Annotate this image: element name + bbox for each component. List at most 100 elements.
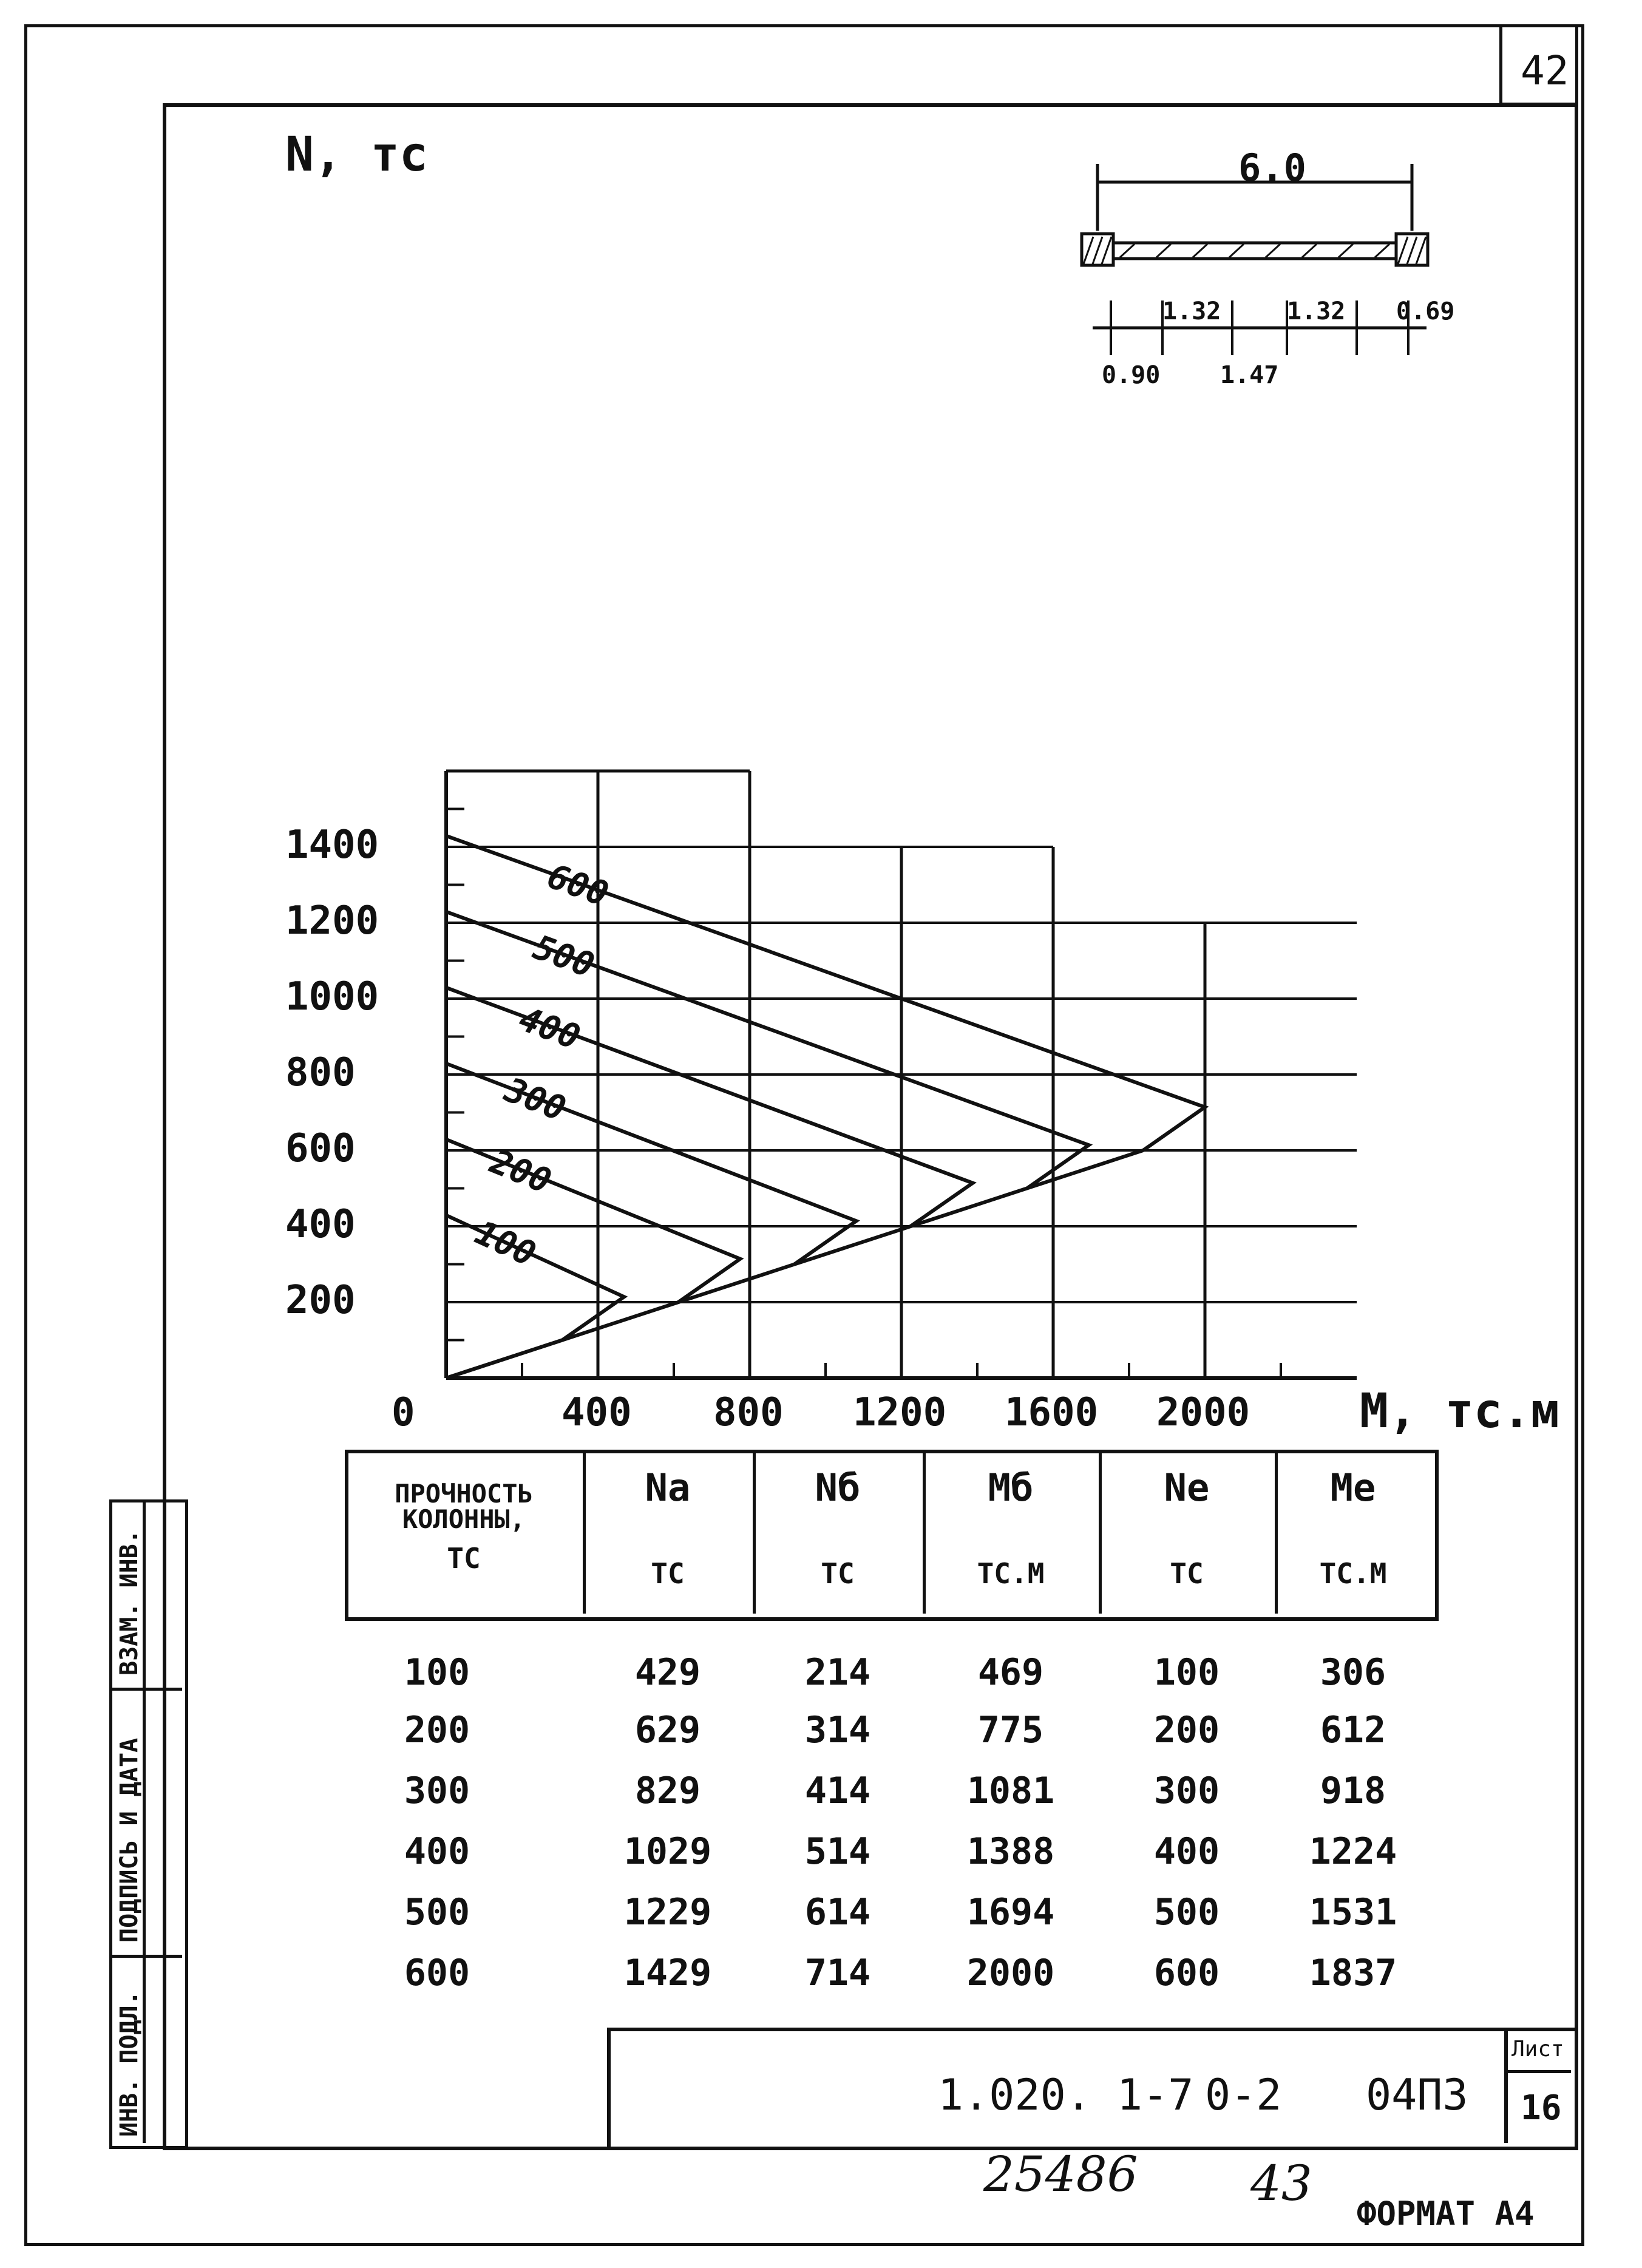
sketch-total-span: 6.0 xyxy=(1238,146,1306,190)
table-cell: 1531 xyxy=(1309,1891,1397,1934)
envelope-line xyxy=(446,1149,1144,1380)
table-cell: 306 xyxy=(1320,1651,1386,1694)
sketch-beam xyxy=(1111,241,1398,260)
table-cell: 629 xyxy=(634,1709,701,1751)
sketch-hatch xyxy=(1264,243,1281,259)
sketch-hatch xyxy=(1301,243,1318,259)
table-cell: 414 xyxy=(804,1770,871,1812)
x-tick-label: 1200 xyxy=(853,1390,947,1435)
y-tick-label: 1200 xyxy=(285,898,379,943)
side-stamp-divider-2 xyxy=(109,1955,182,1958)
side-stamp-divider-3 xyxy=(143,1499,146,2143)
table-row-label: 500 xyxy=(404,1891,470,1934)
sketch-dim-4: 0.90 xyxy=(1102,361,1161,389)
table-header-unit: ТС.М xyxy=(1319,1557,1387,1590)
sketch-hatch xyxy=(1082,236,1094,265)
table-header-unit: ТС xyxy=(821,1557,855,1590)
series-line-600 xyxy=(445,834,1209,1152)
table-row-label: 300 xyxy=(404,1770,470,1812)
table-header-main: Me xyxy=(1330,1465,1376,1510)
table-cell: 1694 xyxy=(966,1891,1055,1934)
y-axis-title: N, тс xyxy=(285,127,428,182)
title-block xyxy=(607,2028,1578,2150)
table-cell: 100 xyxy=(1153,1651,1220,1694)
sketch-dim-1: 1.32 xyxy=(1162,297,1221,325)
table-header-main: Nб xyxy=(815,1465,861,1510)
table-cell: 214 xyxy=(804,1651,871,1694)
sketch-hatch xyxy=(1406,236,1418,265)
table-cell: 500 xyxy=(1153,1891,1220,1934)
y-tick-label: 400 xyxy=(285,1202,356,1247)
sketch-hatch xyxy=(1337,243,1354,259)
side-stamp-divider-1 xyxy=(109,1688,182,1691)
x-tick-label: 1600 xyxy=(1005,1390,1099,1435)
doc-part: 0-2 xyxy=(1205,2070,1282,2120)
table-cell: 2000 xyxy=(966,1952,1055,1994)
x-axis-title: M, тс.м xyxy=(1360,1384,1559,1439)
table-row-label: 400 xyxy=(404,1830,470,1873)
table-cell: 514 xyxy=(804,1830,871,1873)
sketch-hatch xyxy=(1119,243,1136,259)
sketch-hatch xyxy=(1397,236,1409,265)
table-row-label: 600 xyxy=(404,1952,470,1994)
table-cell: 714 xyxy=(804,1952,871,1994)
table-header-frame xyxy=(345,1450,1439,1621)
doc-code: 1.020. 1-7 xyxy=(938,2070,1194,2120)
table-col-divider xyxy=(1275,1450,1278,1614)
table-cell: 469 xyxy=(977,1651,1044,1694)
table-cell: 200 xyxy=(1153,1709,1220,1751)
corner-page-box xyxy=(1499,24,1578,106)
side-stamp-strip xyxy=(109,1499,188,2149)
table-header-main: Mб xyxy=(988,1465,1034,1510)
sketch-hatch xyxy=(1101,236,1113,265)
table-col-divider xyxy=(1099,1450,1102,1614)
x-tick-label: 2000 xyxy=(1156,1390,1250,1435)
table-header-unit: ТС xyxy=(651,1557,685,1590)
series-line-200 xyxy=(445,1138,744,1304)
table-row-label: 200 xyxy=(404,1709,470,1751)
sketch-hatch xyxy=(1155,243,1172,259)
table-header-main: ПРОЧНОСТЬ КОЛОННЫ, xyxy=(395,1479,533,1534)
table-row-label: 100 xyxy=(404,1651,470,1694)
table-header-main: Na xyxy=(645,1465,691,1510)
table-header-main: Ne xyxy=(1164,1465,1210,1510)
sheet-box-divider xyxy=(1504,2028,1508,2143)
sheet-number: 16 xyxy=(1521,2088,1562,2128)
table-cell: 1429 xyxy=(623,1952,712,1994)
table-cell: 1224 xyxy=(1309,1830,1397,1873)
table-cell: 300 xyxy=(1153,1770,1220,1812)
table-cell: 612 xyxy=(1320,1709,1386,1751)
sketch-hatch xyxy=(1228,243,1245,259)
sketch-dim-3: 0.69 xyxy=(1396,297,1455,325)
x-tick-label: 800 xyxy=(713,1390,784,1435)
sketch-hatch xyxy=(1192,243,1209,259)
doc-number: 04П3 xyxy=(1366,2070,1468,2120)
sketch-hatch xyxy=(1415,236,1427,265)
table-col-divider xyxy=(753,1450,756,1614)
table-header-unit: ТС xyxy=(447,1542,481,1575)
table-cell: 829 xyxy=(634,1770,701,1812)
y-tick-label: 1000 xyxy=(285,974,379,1019)
table-col-divider xyxy=(923,1450,926,1614)
table-cell: 1388 xyxy=(966,1830,1055,1873)
x-tick-label: 0 xyxy=(392,1390,415,1435)
y-tick-label: 1400 xyxy=(285,823,379,867)
sheet-box-hline xyxy=(1504,2070,1571,2073)
y-tick-label: 800 xyxy=(285,1050,356,1095)
y-tick-label: 200 xyxy=(285,1278,356,1323)
table-cell: 429 xyxy=(634,1651,701,1694)
x-tick-label: 400 xyxy=(561,1390,632,1435)
table-cell: 600 xyxy=(1153,1952,1220,1994)
outer-border xyxy=(24,24,1584,2246)
table-col-divider xyxy=(583,1450,586,1614)
format-label: ФОРМАТ А4 xyxy=(1357,2195,1535,2233)
table-cell: 400 xyxy=(1153,1830,1220,1873)
series-line-500 xyxy=(445,910,1093,1190)
handwritten-number: 25486 xyxy=(983,2146,1138,2202)
sheet-label: Лист xyxy=(1511,2037,1564,2062)
series-line-400 xyxy=(445,986,977,1228)
corner-page-number: 42 xyxy=(1521,47,1569,94)
sketch-dim-2: 1.32 xyxy=(1287,297,1346,325)
sketch-hatch xyxy=(1374,243,1391,259)
sketch-dim-5: 1.47 xyxy=(1220,361,1279,389)
